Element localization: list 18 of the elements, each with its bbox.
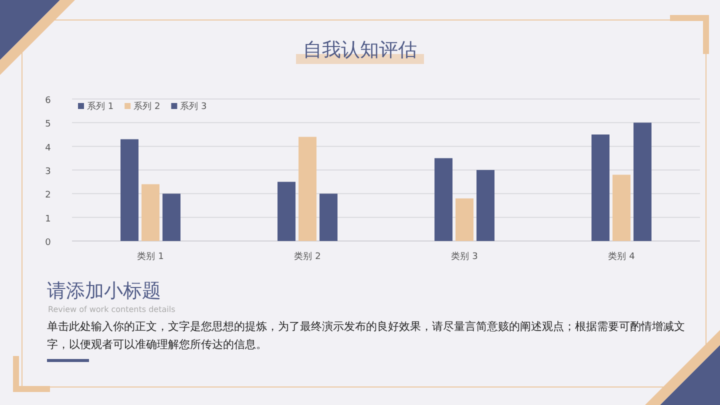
y-tick-label: 4 xyxy=(45,143,52,154)
y-tick-label: 6 xyxy=(45,96,52,106)
text: Review of work contents details xyxy=(48,305,176,314)
x-tick-label: 类别 4 xyxy=(608,251,636,262)
y-tick-label: 1 xyxy=(45,214,51,224)
legend-label: 系列 1 xyxy=(87,101,114,112)
y-tick-label: 3 xyxy=(45,167,51,177)
legend-label: 系列 2 xyxy=(134,101,160,112)
x-tick-label: 类别 1 xyxy=(137,251,164,262)
chart-title: 自我认知评估 xyxy=(303,39,417,61)
text: 单击此处输入你的正文，文字是您思想的提炼，为了最终演示发布的良好效果，请尽量言简意赅的阐述观点；根据需要可酌情增减文字，以便观者可以准确理解您所传达的信息。 xyxy=(47,319,686,353)
y-tick-label: 0 xyxy=(45,238,52,248)
legend-label: 系列 3 xyxy=(180,101,207,112)
x-tick-label: 类别 3 xyxy=(451,251,478,262)
y-tick-label: 5 xyxy=(45,120,51,130)
y-tick-label: 2 xyxy=(45,190,51,201)
text: 请添加小标题 xyxy=(47,280,161,302)
x-tick-label: 类别 2 xyxy=(294,251,321,262)
